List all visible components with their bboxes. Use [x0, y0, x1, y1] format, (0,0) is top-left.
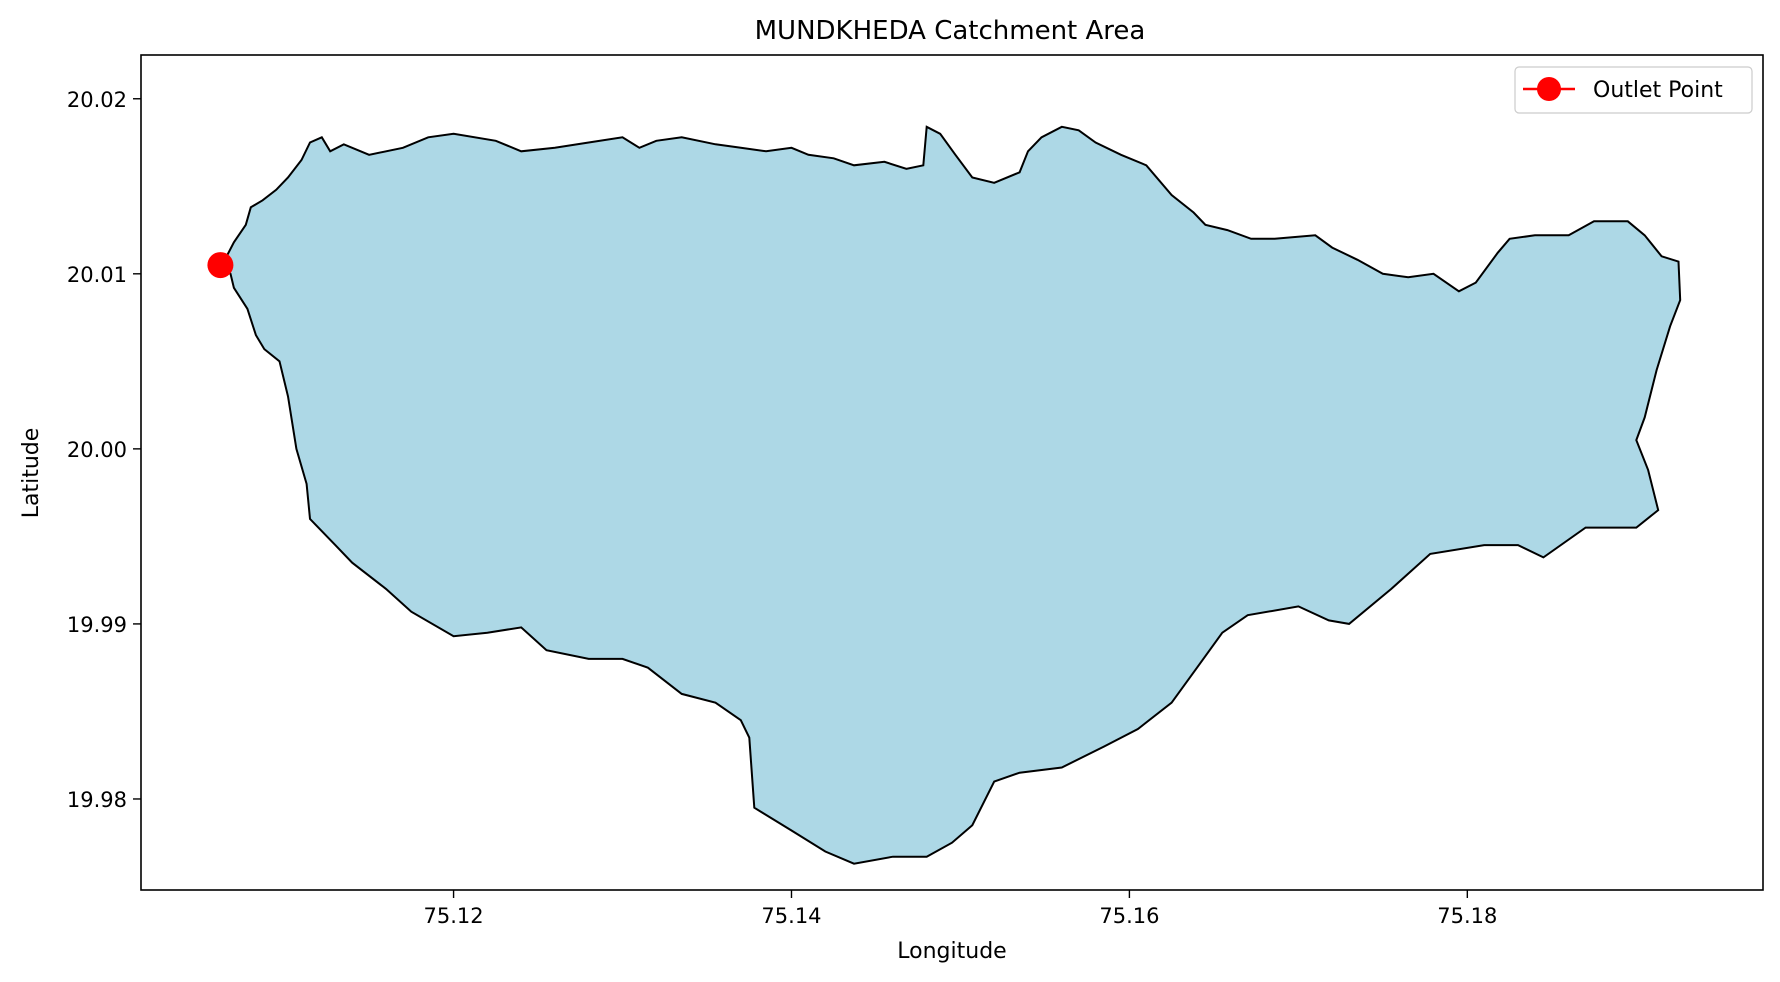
legend: Outlet Point — [1514, 66, 1753, 114]
x-tick-label: 75.14 — [761, 904, 821, 928]
x-tick-label: 75.18 — [1437, 904, 1497, 928]
legend-box — [1514, 66, 1753, 114]
y-tick-label: 20.00 — [67, 438, 127, 462]
y-tick-label: 20.02 — [67, 88, 127, 112]
y-tick-label: 19.98 — [67, 788, 127, 812]
legend-point-marker — [1537, 77, 1561, 101]
y-tick-label: 19.99 — [67, 613, 127, 637]
catchment-polygon — [220, 125, 1682, 865]
plot-border — [140, 54, 1764, 891]
y-axis: 19.98 19.99 20.00 20.01 20.02 — [67, 88, 141, 812]
outlet-point-marker — [207, 252, 234, 279]
chart-title: MUNDKHEDA Catchment Area — [755, 16, 1146, 46]
legend-label-outlet-point: Outlet Point — [1593, 78, 1723, 103]
x-tick-label: 75.12 — [424, 904, 484, 928]
x-axis-label: Longitude — [897, 939, 1006, 964]
x-axis: 75.12 75.14 75.16 75.18 — [424, 890, 1497, 928]
plot-area — [140, 54, 1764, 891]
y-tick-label: 20.01 — [67, 263, 127, 287]
y-axis-label: Latitude — [19, 428, 44, 519]
x-tick-label: 75.16 — [1099, 904, 1159, 928]
